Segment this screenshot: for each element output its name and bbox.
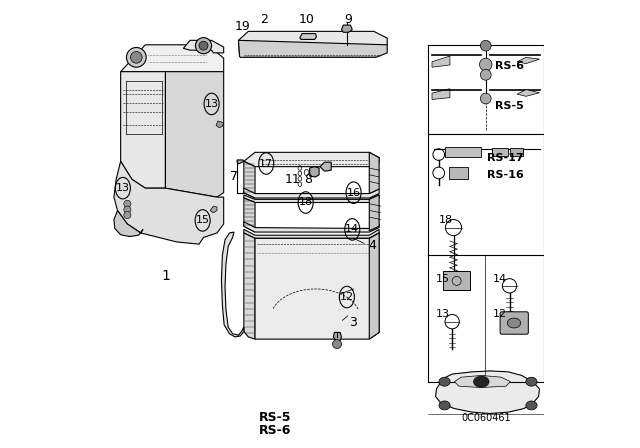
Polygon shape — [165, 72, 224, 197]
Text: 10: 10 — [299, 13, 314, 26]
Circle shape — [124, 206, 131, 213]
Text: 3: 3 — [349, 316, 357, 329]
Circle shape — [124, 200, 131, 207]
Polygon shape — [244, 222, 379, 232]
Text: RS-5: RS-5 — [259, 411, 291, 425]
Polygon shape — [369, 152, 379, 194]
Text: 2: 2 — [260, 13, 268, 26]
Circle shape — [195, 38, 212, 54]
Polygon shape — [184, 40, 224, 53]
Polygon shape — [342, 25, 352, 32]
Polygon shape — [237, 160, 244, 164]
Text: 17: 17 — [259, 159, 273, 168]
Circle shape — [481, 69, 491, 80]
Circle shape — [127, 47, 146, 67]
Text: 12: 12 — [340, 292, 354, 302]
Text: 4: 4 — [369, 239, 376, 252]
Polygon shape — [320, 162, 332, 171]
Text: 13: 13 — [205, 99, 219, 109]
Text: 15: 15 — [196, 215, 210, 225]
Polygon shape — [255, 233, 379, 339]
Text: 16: 16 — [347, 188, 360, 198]
Text: 15: 15 — [436, 274, 449, 284]
Text: 7: 7 — [230, 169, 237, 183]
FancyBboxPatch shape — [500, 312, 529, 334]
Ellipse shape — [439, 377, 450, 386]
Circle shape — [333, 340, 342, 349]
Polygon shape — [517, 57, 540, 64]
Polygon shape — [239, 31, 387, 53]
FancyBboxPatch shape — [445, 147, 481, 157]
Text: RS-5: RS-5 — [495, 101, 524, 111]
Polygon shape — [121, 72, 165, 188]
Text: 14: 14 — [493, 274, 507, 284]
Text: RS-6: RS-6 — [495, 61, 524, 71]
Text: 19: 19 — [235, 20, 251, 34]
Circle shape — [131, 52, 142, 63]
Polygon shape — [114, 161, 224, 244]
Polygon shape — [121, 45, 224, 72]
Text: 0C060461: 0C060461 — [461, 413, 511, 422]
Polygon shape — [244, 229, 379, 238]
Text: 13: 13 — [436, 310, 449, 319]
Polygon shape — [517, 90, 540, 96]
Circle shape — [481, 40, 491, 51]
Polygon shape — [210, 206, 217, 213]
Polygon shape — [300, 34, 316, 39]
Polygon shape — [244, 188, 379, 198]
Circle shape — [481, 93, 491, 104]
Text: 9: 9 — [344, 13, 352, 26]
Circle shape — [479, 58, 492, 71]
Polygon shape — [432, 89, 450, 99]
Polygon shape — [436, 371, 540, 414]
Polygon shape — [244, 195, 379, 202]
Polygon shape — [244, 233, 255, 339]
Polygon shape — [221, 232, 244, 337]
Text: 11: 11 — [285, 172, 300, 186]
Text: 18: 18 — [299, 198, 313, 207]
FancyBboxPatch shape — [443, 271, 470, 290]
FancyBboxPatch shape — [449, 167, 468, 179]
Text: RS-16: RS-16 — [487, 170, 524, 180]
Text: 13: 13 — [116, 183, 130, 193]
Polygon shape — [333, 332, 342, 340]
Circle shape — [124, 211, 131, 219]
Polygon shape — [244, 161, 255, 198]
Text: 1: 1 — [161, 268, 170, 283]
FancyBboxPatch shape — [511, 148, 523, 156]
Ellipse shape — [439, 401, 450, 410]
Polygon shape — [369, 195, 379, 231]
Text: 14: 14 — [345, 224, 359, 234]
Ellipse shape — [526, 401, 537, 410]
Polygon shape — [239, 40, 387, 57]
FancyBboxPatch shape — [493, 148, 508, 156]
Polygon shape — [216, 121, 224, 128]
Polygon shape — [244, 152, 379, 167]
Ellipse shape — [474, 376, 489, 387]
Polygon shape — [310, 167, 319, 177]
Polygon shape — [369, 233, 379, 339]
Circle shape — [199, 41, 208, 50]
Polygon shape — [114, 211, 143, 237]
Ellipse shape — [508, 318, 521, 328]
Text: 8: 8 — [305, 172, 312, 186]
Polygon shape — [454, 375, 511, 388]
Ellipse shape — [526, 377, 537, 386]
Text: 18: 18 — [439, 215, 453, 225]
Text: RS-17: RS-17 — [487, 153, 524, 163]
Text: 12: 12 — [493, 310, 507, 319]
Polygon shape — [244, 198, 255, 232]
Text: RS-6: RS-6 — [259, 423, 291, 437]
Polygon shape — [432, 56, 450, 67]
